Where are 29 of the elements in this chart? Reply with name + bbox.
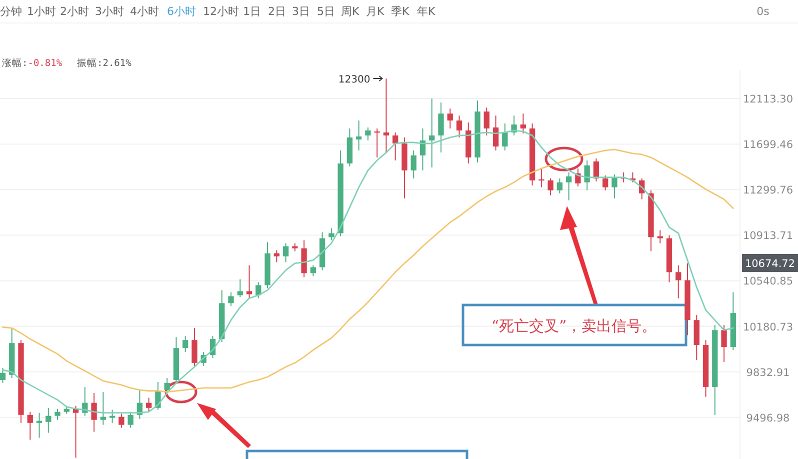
text: 12小时 <box>203 5 239 18</box>
y-tick-label: 10913.71 <box>742 230 794 242</box>
text: 1小时 <box>27 5 56 18</box>
y-tick-label: 12113.30 <box>742 94 794 106</box>
y-tick-label: 9496.98 <box>746 412 790 424</box>
text: 3日 <box>292 5 310 18</box>
text: 涨幅:-0.81% <box>2 57 62 69</box>
text: 10674.72 <box>744 258 796 270</box>
text: 3小时 <box>95 5 124 18</box>
text: 1日 <box>243 5 261 18</box>
text: 周K <box>341 5 360 18</box>
text: 年K <box>417 5 436 18</box>
text: 4小时 <box>130 5 159 18</box>
y-tick-label: 11699.46 <box>742 139 794 152</box>
y-tick-label: 10540.85 <box>742 276 794 288</box>
text: 6小时 <box>167 5 196 18</box>
text: 振幅:2.61% <box>77 57 132 69</box>
text: 0s <box>756 5 770 18</box>
text: 2小时 <box>60 5 89 18</box>
text: 分钟 <box>0 5 22 18</box>
text: 5日 <box>317 5 335 18</box>
y-tick-label: 11299.76 <box>742 184 794 197</box>
text: 季K <box>391 5 410 18</box>
text: 月K <box>366 5 385 18</box>
annotation: 12300 <box>338 74 370 86</box>
text: 2日 <box>268 5 286 18</box>
annotation: “死亡交叉”，卖出信号。 <box>491 317 657 335</box>
y-tick-label: 10180.73 <box>742 321 794 334</box>
y-tick-label: 9832.91 <box>746 366 790 379</box>
